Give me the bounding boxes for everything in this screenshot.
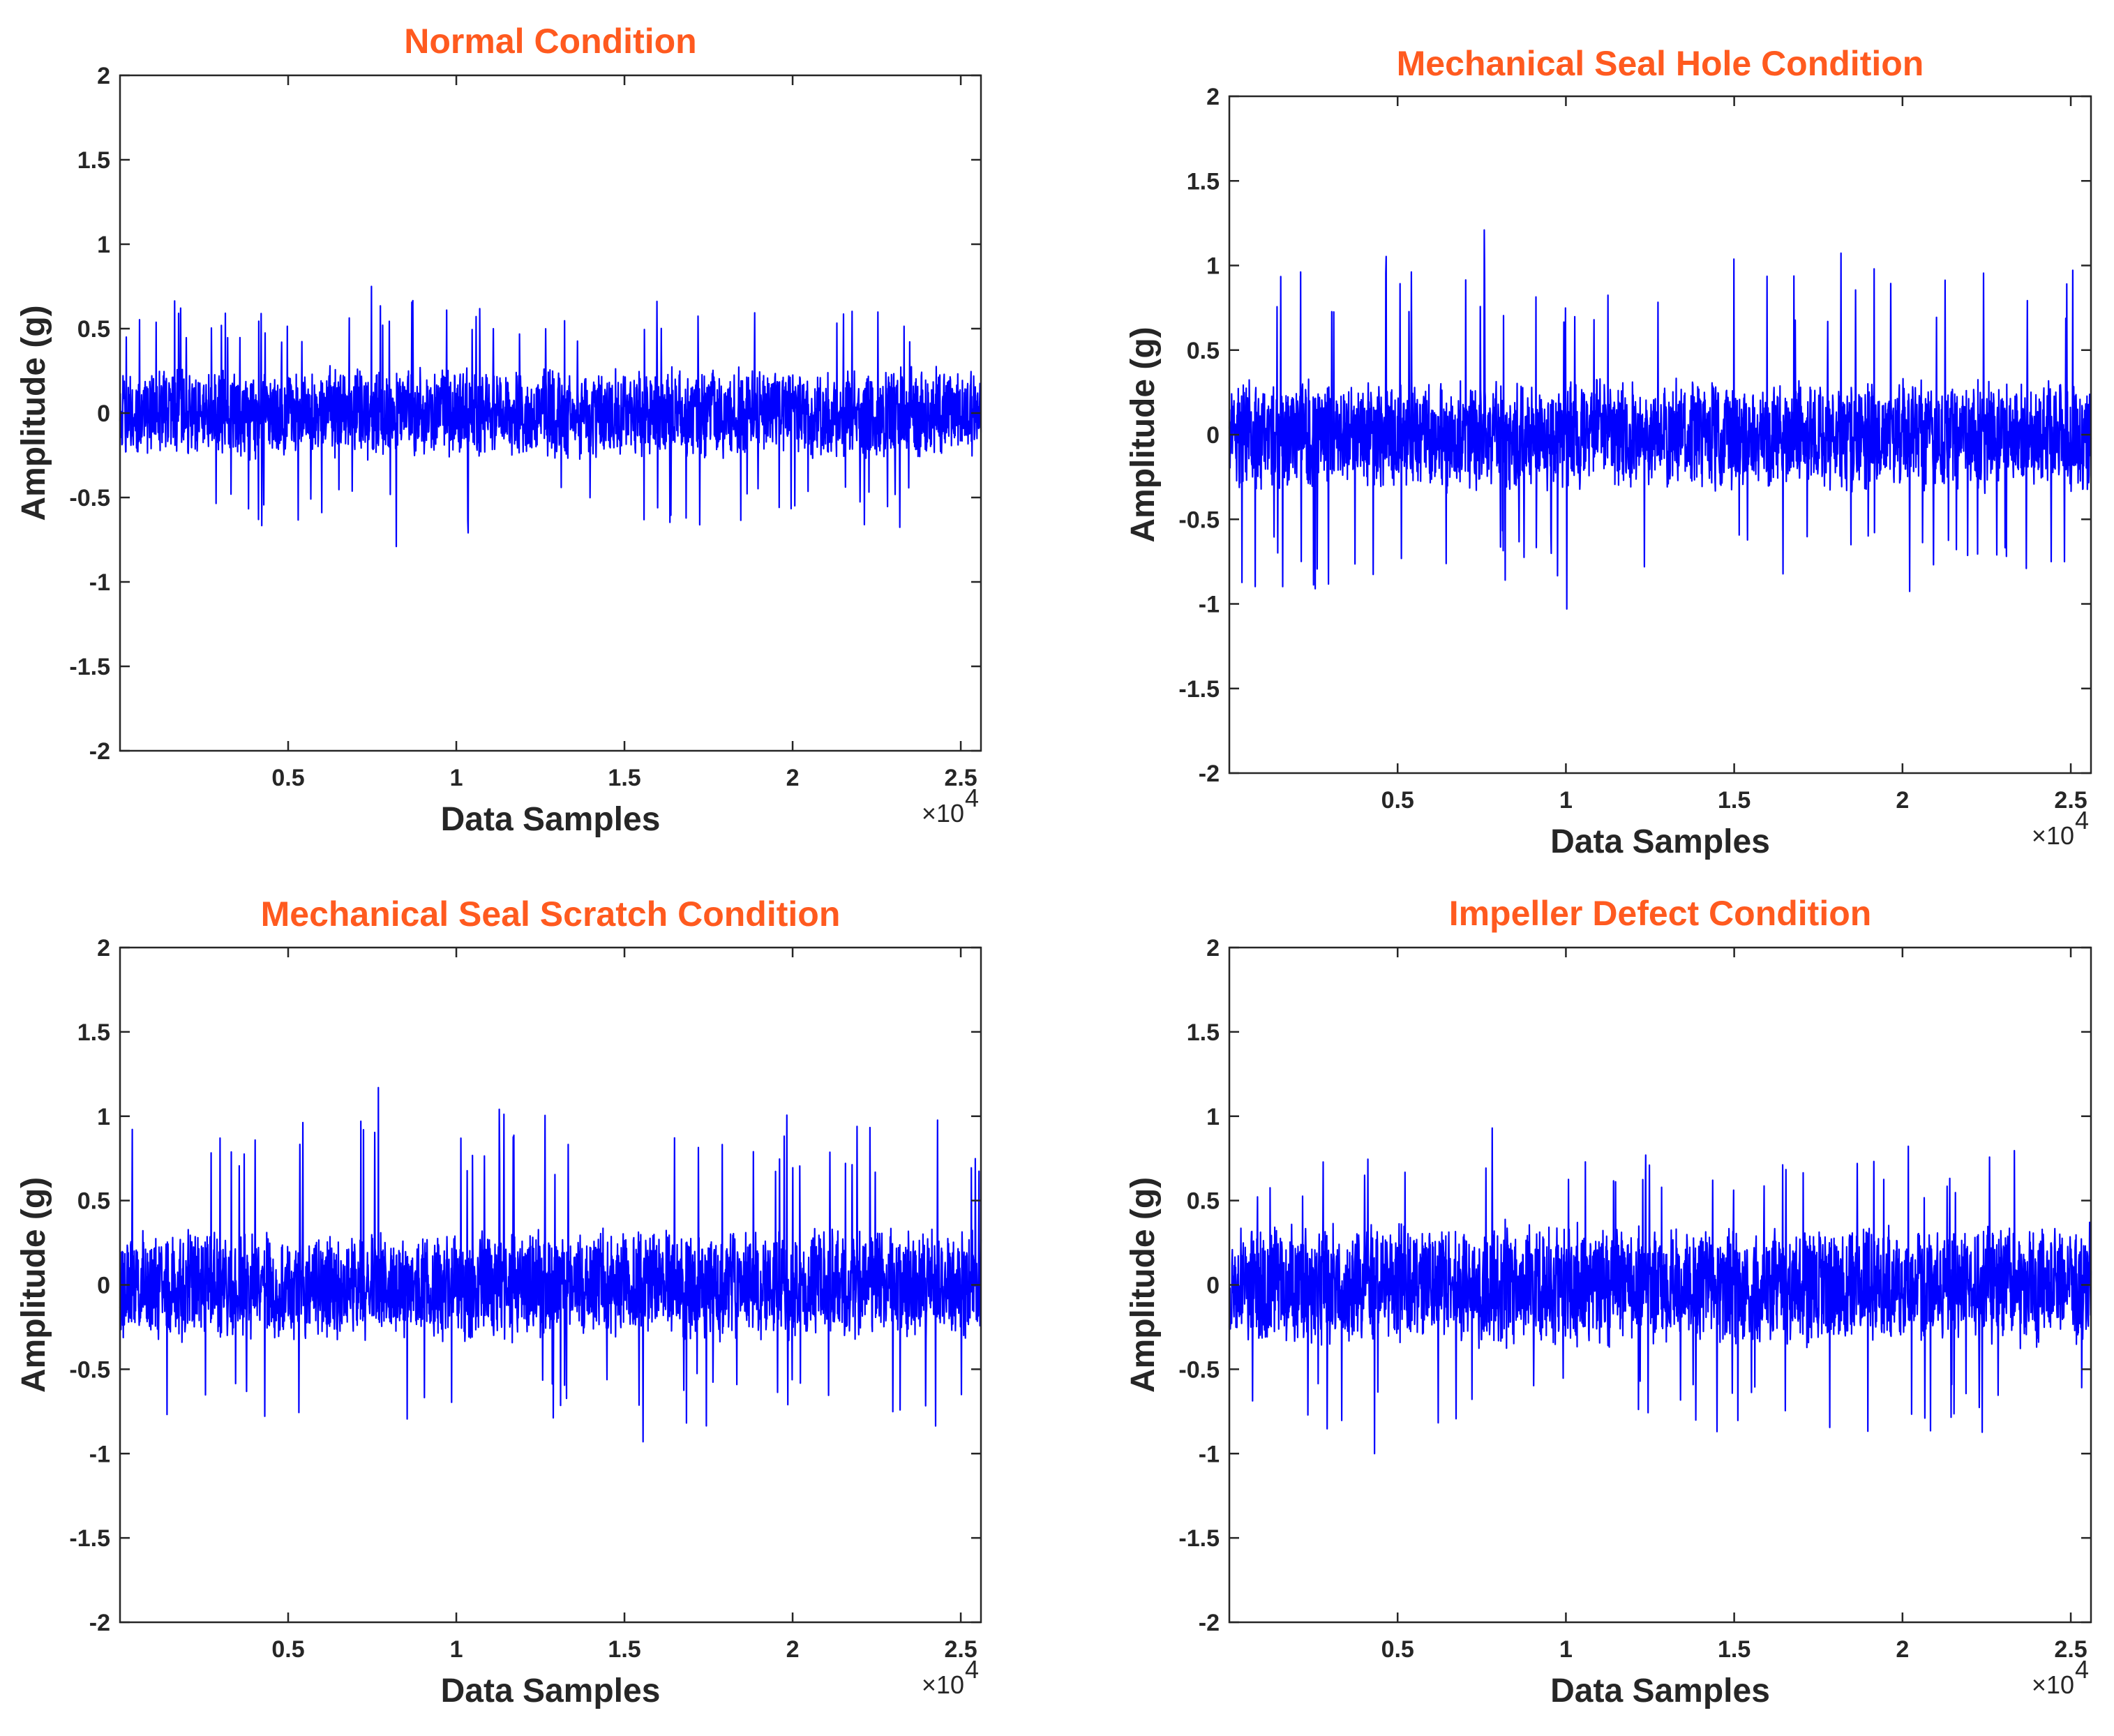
x-multiplier: ×10 [2032, 1670, 2074, 1699]
x-axis-label: Data Samples [1550, 823, 1770, 860]
y-tick-label: 2 [1206, 84, 1220, 110]
y-tick-label: 1.5 [77, 1019, 110, 1046]
y-tick-label: -1.5 [69, 654, 110, 680]
x-axis-label: Data Samples [1550, 1673, 1770, 1709]
chart-title: Mechanical Seal Hole Condition [1397, 44, 1924, 83]
x-multiplier-exponent: 4 [2075, 1655, 2089, 1684]
x-axis-label: Data Samples [441, 1673, 661, 1709]
y-tick-label: 1 [97, 232, 110, 258]
y-tick-label: 0 [1206, 422, 1220, 449]
x-tick-label: 2.5 [2054, 787, 2087, 814]
chart-panel: Normal Condition 2 1.5 1 0.5 0 -0.5 -1 -1.5 -2 0.5… [15, 22, 982, 838]
y-tick-label: -2 [1199, 1610, 1220, 1636]
y-tick-label: 0 [1206, 1273, 1220, 1299]
x-multiplier: ×10 [2032, 821, 2074, 850]
y-axis-label: Amplitude (g) [15, 305, 52, 521]
y-tick-label: 2 [97, 935, 110, 961]
x-multiplier-exponent: 4 [965, 784, 979, 812]
y-axis-label: Amplitude (g) [1125, 327, 1162, 542]
y-tick-label: 1.5 [1187, 168, 1220, 195]
x-tick-label: 2.5 [2054, 1636, 2087, 1663]
y-tick-label: 0.5 [1187, 338, 1220, 364]
y-tick-label: 1.5 [1187, 1019, 1220, 1046]
chart-panel: Mechanical Seal Scratch Condition 2 1.5 1 0.… [15, 895, 982, 1709]
y-tick-label: 0 [97, 1273, 110, 1299]
y-tick-label: -1 [1199, 592, 1220, 618]
y-tick-label: -0.5 [1178, 1356, 1220, 1383]
y-tick-label: -1 [1199, 1441, 1220, 1467]
x-tick-label: 1 [450, 1636, 463, 1663]
x-tick-label: 1.5 [1718, 1636, 1751, 1663]
chart-title: Mechanical Seal Scratch Condition [261, 895, 841, 934]
x-multiplier: ×10 [922, 1670, 964, 1699]
x-tick-label: 2.5 [944, 765, 977, 791]
chart-title: Impeller Defect Condition [1449, 894, 1872, 933]
x-multiplier: ×10 [922, 799, 964, 828]
y-tick-label: -2 [89, 738, 110, 765]
x-multiplier-exponent: 4 [2075, 806, 2089, 835]
chart-panel: Mechanical Seal Hole Condition 2 1.5 1 0.5 0 -… [1125, 44, 2092, 860]
x-tick-label: 0.5 [271, 765, 304, 791]
y-tick-label: -1.5 [69, 1525, 110, 1552]
x-tick-label: 0.5 [271, 1636, 304, 1663]
y-tick-label: 1 [97, 1104, 110, 1130]
y-tick-label: 2 [97, 63, 110, 89]
x-tick-label: 1 [1559, 1636, 1573, 1663]
y-tick-label: 0.5 [77, 1188, 110, 1215]
x-axis-label: Data Samples [441, 801, 661, 838]
x-tick-label: 0.5 [1381, 787, 1414, 814]
x-tick-label: 1.5 [608, 1636, 640, 1663]
y-tick-label: 0.5 [1187, 1188, 1220, 1215]
y-axis-label: Amplitude (g) [1125, 1177, 1162, 1393]
x-tick-label: 1.5 [1718, 787, 1751, 814]
x-tick-label: 2 [786, 765, 800, 791]
x-tick-label: 2 [1896, 1636, 1909, 1663]
y-tick-label: -0.5 [1178, 507, 1220, 533]
y-tick-label: -2 [1199, 761, 1220, 787]
signal-trace [1228, 1127, 2092, 1455]
chart-title: Normal Condition [404, 22, 696, 61]
y-tick-label: -2 [89, 1610, 110, 1636]
y-tick-label: -1.5 [1178, 676, 1220, 703]
chart-panel: Impeller Defect Condition 2 1.5 1 0.5 0 -0.5 -1… [1125, 894, 2092, 1709]
y-tick-label: 0.5 [77, 316, 110, 343]
y-tick-label: -0.5 [69, 485, 110, 511]
y-tick-label: 2 [1206, 935, 1220, 961]
y-tick-label: -1 [89, 1441, 110, 1467]
x-tick-label: 1 [1559, 787, 1573, 814]
y-tick-label: 1 [1206, 253, 1220, 280]
y-axis-label: Amplitude (g) [15, 1177, 52, 1393]
signal-trace [1228, 229, 2092, 610]
x-tick-label: 2 [786, 1636, 800, 1663]
x-tick-label: 2.5 [944, 1636, 977, 1663]
y-tick-label: -1 [89, 569, 110, 596]
x-tick-label: 2 [1896, 787, 1909, 814]
y-tick-label: -1.5 [1178, 1525, 1220, 1552]
y-tick-label: 0 [97, 401, 110, 427]
signal-trace [119, 285, 982, 548]
signal-trace [119, 1086, 982, 1443]
x-tick-label: 1 [450, 765, 463, 791]
y-tick-label: 1.5 [77, 147, 110, 174]
x-multiplier-exponent: 4 [965, 1655, 979, 1684]
y-tick-label: -0.5 [69, 1356, 110, 1383]
y-tick-label: 1 [1206, 1104, 1220, 1130]
x-tick-label: 1.5 [608, 765, 640, 791]
x-tick-label: 0.5 [1381, 1636, 1414, 1663]
